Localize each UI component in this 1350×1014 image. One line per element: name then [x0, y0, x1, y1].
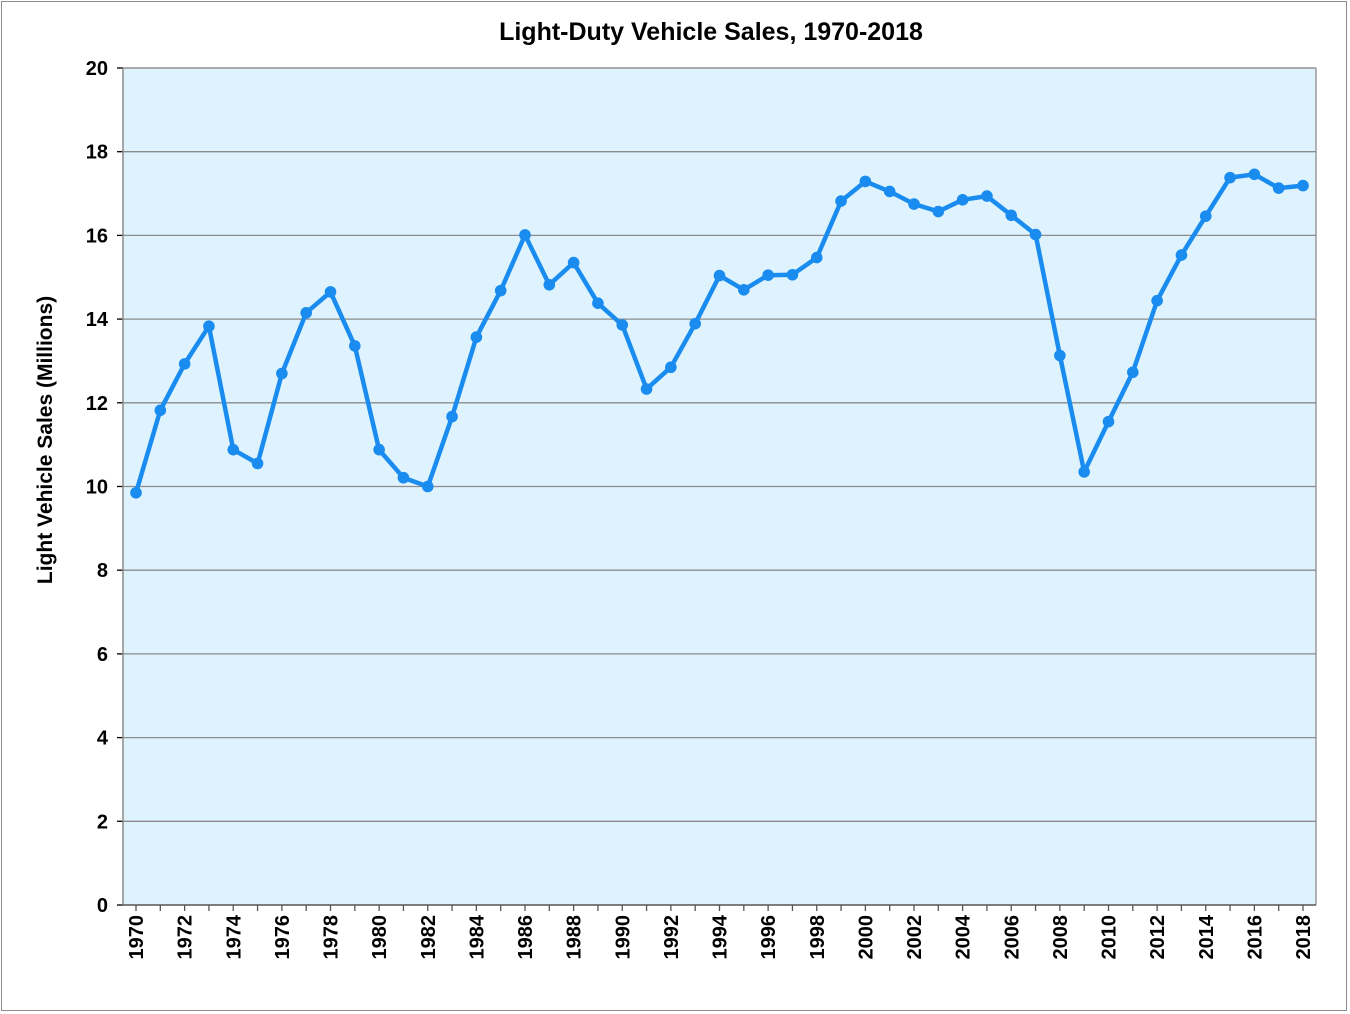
grid-lines [117, 67, 1316, 906]
data-point [154, 404, 167, 417]
data-point [1199, 210, 1212, 222]
y-tick-label: 10 [86, 477, 108, 499]
data-point [1297, 179, 1309, 192]
data-point [227, 443, 240, 456]
x-tick-label: 2016 [1244, 915, 1266, 960]
data-point [1224, 171, 1236, 184]
x-tick-label: 2004 [953, 914, 975, 959]
x-tick-label: 1972 [175, 915, 197, 960]
data-point [640, 383, 653, 395]
data-point [981, 190, 993, 202]
data-point [446, 410, 458, 423]
data-point [567, 256, 580, 269]
data-point [1127, 366, 1139, 379]
axes [122, 67, 1317, 911]
data-point [1005, 209, 1018, 222]
data-point [130, 486, 142, 499]
chart-title: Light-Duty Vehicle Sales, 1970-2018 [499, 18, 923, 46]
x-tick-label: 1998 [807, 915, 829, 960]
x-tick-label: 2012 [1147, 915, 1169, 960]
x-tick-label: 1986 [515, 915, 537, 960]
y-tick-labels: 0 2 4 6 8 10 12 14 16 18 20 [86, 58, 109, 917]
x-tick-label: 1990 [612, 915, 634, 960]
x-tick-label: 2018 [1293, 915, 1315, 960]
x-tick-label: 2006 [1001, 915, 1023, 960]
data-point [762, 269, 774, 281]
data-point [251, 457, 264, 470]
data-point [835, 195, 847, 207]
y-tick-label: 14 [86, 309, 109, 331]
x-tick-label: 1982 [418, 915, 440, 960]
x-tick-label: 1996 [758, 915, 780, 960]
x-tick-label: 1992 [661, 915, 683, 960]
y-tick-label: 6 [97, 644, 108, 666]
x-tick-label: 1976 [272, 915, 294, 960]
x-tick-label: 1970 [126, 915, 148, 960]
data-point [1248, 168, 1261, 181]
y-tick-label: 20 [86, 58, 108, 80]
x-tick-label: 1994 [710, 914, 732, 959]
data-point [592, 297, 604, 309]
y-tick-label: 0 [97, 895, 108, 917]
y-tick-label: 8 [97, 560, 108, 582]
data-point [1078, 466, 1090, 478]
y-tick-label: 12 [86, 393, 108, 415]
data-point [1054, 349, 1066, 362]
data-point [786, 268, 799, 281]
data-point [1029, 228, 1042, 241]
data-point [178, 358, 191, 370]
data-point [276, 367, 288, 380]
y-tick-label: 18 [86, 142, 108, 164]
series-sales [130, 168, 1309, 499]
data-point [470, 331, 483, 343]
x-tick-label: 2008 [1050, 915, 1072, 960]
data-point [300, 307, 312, 319]
y-axis-label: Light Vehicle Sales (Millions) [34, 296, 57, 584]
data-point [689, 317, 701, 330]
data-point [883, 185, 896, 198]
x-tick-label: 2014 [1196, 914, 1218, 959]
data-point [908, 198, 920, 210]
data-point [349, 340, 361, 352]
data-point [859, 175, 872, 188]
data-point [1102, 415, 1115, 428]
x-tick-label: 2000 [855, 915, 877, 960]
data-point [519, 229, 531, 241]
data-point [397, 471, 410, 484]
x-tick-label: 1978 [321, 915, 343, 960]
data-point [203, 320, 215, 333]
data-point [373, 443, 385, 456]
data-point [1151, 294, 1163, 307]
data-point [494, 284, 507, 297]
y-tick-label: 4 [97, 728, 109, 750]
x-tick-label: 1980 [369, 915, 391, 960]
x-tick-label: 1974 [223, 914, 245, 959]
x-tick-label: 1988 [564, 915, 586, 960]
y-tick-label: 16 [86, 225, 108, 247]
data-point [810, 251, 823, 264]
data-point [665, 361, 677, 374]
data-point [616, 319, 629, 331]
y-tick-label: 2 [97, 811, 108, 833]
data-point [738, 284, 750, 296]
data-point [713, 269, 726, 282]
x-tick-label: 1984 [466, 914, 488, 959]
x-tick-label: 2010 [1099, 915, 1121, 960]
x-tick-label: 2002 [904, 915, 926, 960]
x-tick-labels: 1970 1972 1974 1976 1978 1980 1982 1984 1986 1988… [126, 914, 1315, 959]
data-point [1272, 182, 1285, 194]
data-point [543, 278, 556, 291]
data-point [932, 205, 945, 218]
data-point [1175, 249, 1188, 261]
data-point [956, 194, 969, 206]
data-point [421, 480, 434, 493]
data-point [324, 286, 337, 298]
